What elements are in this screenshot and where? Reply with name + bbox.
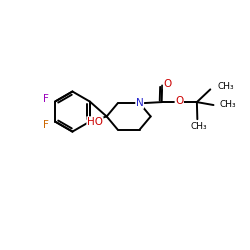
Text: F: F	[43, 120, 49, 130]
Text: HO: HO	[87, 117, 103, 127]
Text: CH₃: CH₃	[217, 82, 234, 92]
Text: O: O	[164, 79, 172, 89]
Text: O: O	[175, 96, 184, 106]
Text: F: F	[43, 94, 49, 104]
Text: CH₃: CH₃	[220, 100, 236, 109]
Text: N: N	[136, 98, 143, 108]
Text: CH₃: CH₃	[190, 122, 207, 130]
